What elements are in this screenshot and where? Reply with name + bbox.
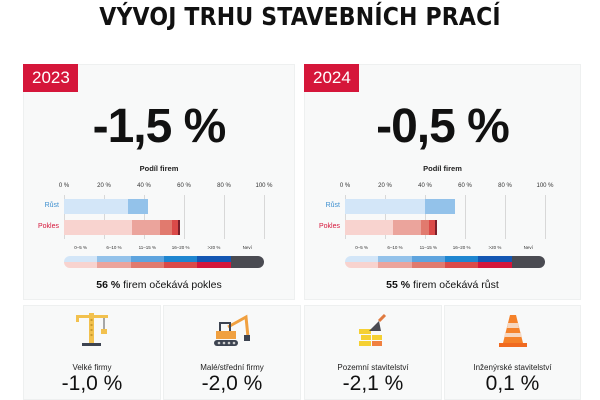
- bar-segment: [425, 199, 455, 214]
- gridline: [345, 195, 346, 239]
- legend-label: 11–15 %: [138, 245, 157, 250]
- legend-label: 0–5 %: [355, 245, 369, 250]
- gridline: [505, 195, 506, 239]
- gridline: [425, 195, 426, 239]
- bar-segment: [64, 220, 132, 235]
- year-badge: 2024: [304, 64, 359, 92]
- segment-label: Malé/střední firmy: [200, 363, 264, 372]
- bar-pokles: [64, 220, 180, 235]
- gridline: [264, 195, 265, 239]
- bar-segment: [421, 220, 429, 235]
- segment-label: Inženýrské stavitelství: [473, 363, 552, 372]
- segment-value: 0,1 %: [485, 372, 540, 395]
- tick-label: 40 %: [418, 183, 432, 189]
- tick-label: 20 %: [378, 183, 392, 189]
- bar-segment: [128, 199, 148, 214]
- bar-pokles: [345, 220, 437, 235]
- bar-segment: [345, 199, 425, 214]
- segment-card-civil-engineering: Inženýrské stavitelství 0,1 %: [444, 305, 581, 400]
- bar-segment: [64, 199, 128, 214]
- tick-label: 0 %: [58, 183, 70, 189]
- panel-2024: 2024 -0,5 % Podíl firem 0 % 20 % 40 % 60…: [304, 64, 581, 300]
- row-label-rust: Růst: [325, 202, 340, 209]
- legend-label: 6–10 %: [387, 245, 403, 250]
- segment-card-small-medium-firms: Malé/střední firmy -2,0 %: [163, 305, 301, 400]
- row-label-rust: Růst: [44, 202, 59, 209]
- gridline: [465, 195, 466, 239]
- caption: 55 % firem očekává růst: [386, 279, 499, 291]
- chart-title: Podíl firem: [423, 164, 462, 173]
- gridline: [144, 195, 145, 239]
- gridline: [64, 195, 65, 239]
- bar-segment: [132, 220, 160, 235]
- tick-label: 60 %: [458, 183, 472, 189]
- bar-segment: [393, 220, 421, 235]
- chart-title: Podíl firem: [139, 164, 179, 173]
- headline-value: -0,5 %: [376, 100, 510, 153]
- legend-label: 16–20 %: [452, 245, 471, 250]
- segment-value: -2,1 %: [342, 372, 404, 395]
- tick-label: 100 %: [255, 183, 273, 189]
- legend-label: Neví: [523, 245, 533, 250]
- crane-icon: [76, 313, 108, 346]
- legend-swatch-bar: [345, 256, 545, 268]
- segment-card-large-firms: Velké firmy -1,0 %: [23, 305, 161, 400]
- bar-segment: [429, 220, 435, 235]
- legend-label: 16–20 %: [171, 245, 190, 250]
- headline-value: -1,5 %: [92, 100, 227, 153]
- bar-rust: [345, 199, 455, 214]
- tick-label: 40 %: [137, 183, 151, 189]
- caption: 56 % firem očekává pokles: [96, 279, 222, 291]
- legend-swatch-bar: [64, 256, 264, 268]
- segment-label: Velké firmy: [72, 363, 112, 372]
- legend-label: Neví: [242, 245, 252, 250]
- tick-label: 20 %: [97, 183, 111, 189]
- bar-segment: [345, 220, 393, 235]
- segment-value: -1,0 %: [61, 372, 123, 395]
- legend-label: 11–15 %: [419, 245, 438, 250]
- traffic-cone-icon: [498, 315, 527, 347]
- gridline: [545, 195, 546, 239]
- tick-label: 100 %: [536, 183, 554, 189]
- year-badge: 2023: [23, 64, 78, 92]
- excavator-icon: [214, 314, 250, 346]
- color-legend: 0–5 % 6–10 % 11–15 % 16–20 % >20 % Neví: [64, 245, 264, 275]
- row-label-pokles: Pokles: [318, 223, 340, 230]
- tick-label: 0 %: [339, 183, 351, 189]
- panel-2023: 2023 -1,5 % Podíl firem 0 % 20 % 40 % 60…: [23, 64, 295, 300]
- legend-label: 0–5 %: [74, 245, 88, 250]
- gridline: [224, 195, 225, 239]
- bar-segment: [160, 220, 172, 235]
- tick-label: 80 %: [498, 183, 512, 189]
- bar-segment: [178, 220, 180, 235]
- segment-label: Pozemní stavitelství: [337, 363, 409, 372]
- page-title: VÝVOJ TRHU STAVEBNÍCH PRACÍ: [99, 2, 501, 31]
- segment-card-building-construction: Pozemní stavitelství -2,1 %: [304, 305, 442, 400]
- gridline: [184, 195, 185, 239]
- gridline: [104, 195, 105, 239]
- brick-trowel-icon: [359, 313, 387, 346]
- bar-rust: [64, 199, 148, 214]
- legend-label: >20 %: [207, 245, 221, 250]
- gridline: [385, 195, 386, 239]
- segment-value: -2,0 %: [201, 372, 263, 395]
- tick-label: 80 %: [217, 183, 231, 189]
- bar-segment: [172, 220, 178, 235]
- color-legend: 0–5 % 6–10 % 11–15 % 16–20 % >20 % Neví: [345, 245, 545, 275]
- legend-label: >20 %: [488, 245, 502, 250]
- row-label-pokles: Pokles: [37, 223, 59, 230]
- bar-segment: [435, 220, 437, 235]
- tick-label: 60 %: [177, 183, 191, 189]
- legend-label: 6–10 %: [106, 245, 122, 250]
